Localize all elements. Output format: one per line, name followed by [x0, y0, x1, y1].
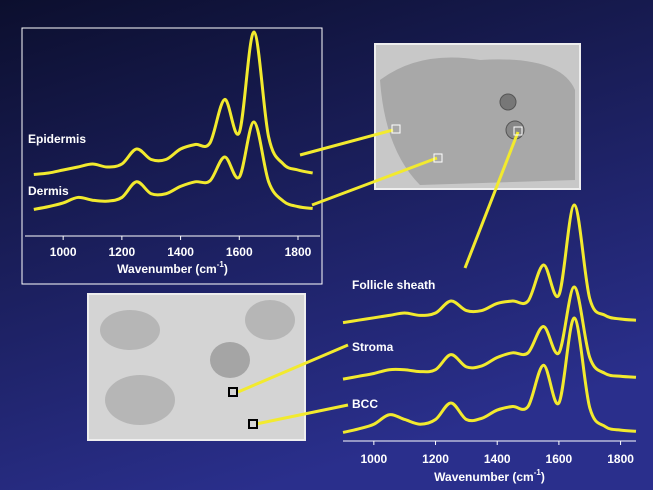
x-axis-label-end: ): [541, 470, 545, 484]
x-tick-label: 1200: [109, 245, 136, 259]
page: {"chart_data": [ {"type": "line", "x": […: [0, 0, 653, 490]
figure: 1000 1200 1400 1600 1800 Wavenumber (cm-1) Epi…: [0, 0, 653, 490]
x-tick-label: 1000: [50, 245, 77, 259]
x-tick-label: 1000: [360, 452, 387, 466]
x-axis-label: Wavenumber (cm-1): [434, 468, 545, 484]
x-axis-label-main: Wavenumber (cm: [434, 470, 534, 484]
series-label: BCC: [352, 397, 378, 411]
micrograph-top: [375, 44, 580, 189]
x-tick-label: 1800: [285, 245, 312, 259]
x-axis-label: Wavenumber (cm-1): [117, 260, 228, 276]
x-tick-label: 1400: [167, 245, 194, 259]
series-label: Follicle sheath: [352, 278, 435, 292]
x-tick-label: 1800: [607, 452, 634, 466]
x-tick-label: 1400: [484, 452, 511, 466]
micrograph-bottom: [88, 294, 305, 440]
x-tick-label: 1600: [546, 452, 573, 466]
x-axis-label-main: Wavenumber (cm: [117, 262, 217, 276]
x-tick-label: 1600: [226, 245, 253, 259]
x-axis-label-end: ): [224, 262, 228, 276]
series-label: Stroma: [352, 340, 394, 354]
series-label: Epidermis: [28, 132, 86, 146]
x-tick-label: 1200: [422, 452, 449, 466]
series-label: Dermis: [28, 184, 69, 198]
